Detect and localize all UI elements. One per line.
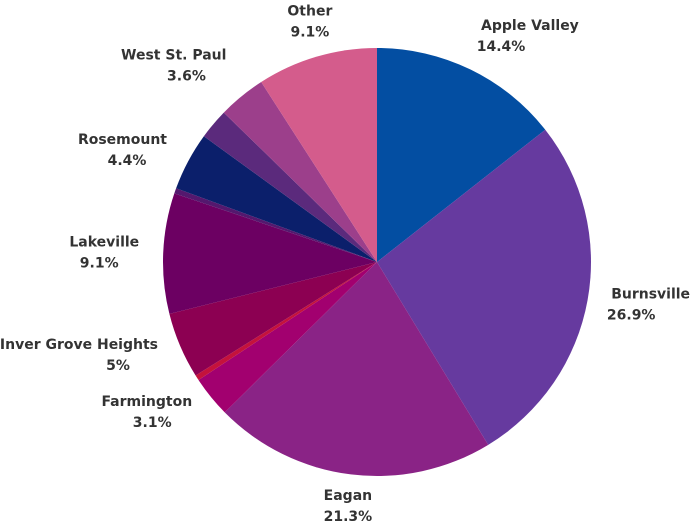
pie-slice bbox=[169, 262, 377, 376]
slice-value-label: 9.1% bbox=[80, 255, 119, 271]
slice-label: Other bbox=[287, 4, 332, 20]
slice-value-label: 21.3% bbox=[324, 509, 373, 525]
pie-slice bbox=[176, 136, 377, 262]
slice-label: Eagan bbox=[324, 488, 372, 504]
pie-slice bbox=[195, 262, 377, 381]
pie-slice bbox=[377, 48, 546, 262]
pie-slice bbox=[174, 188, 377, 262]
slice-value-label: 3.6% bbox=[167, 69, 206, 85]
slice-label: Inver Grove Heights bbox=[0, 337, 158, 353]
slice-label: Lakeville bbox=[69, 234, 139, 250]
slice-value-label: 14.4% bbox=[477, 39, 526, 55]
slice-label: West St. Paul bbox=[121, 48, 226, 64]
pie-slice bbox=[203, 112, 377, 263]
pie-slice bbox=[223, 82, 377, 262]
slice-value-label: 5% bbox=[106, 358, 130, 374]
slice-label: Burnsville bbox=[611, 286, 690, 302]
pie-slice bbox=[198, 262, 377, 413]
slice-label: Rosemount bbox=[78, 132, 167, 148]
slice-label: Farmington bbox=[101, 394, 192, 410]
slice-value-label: 3.1% bbox=[133, 415, 172, 431]
pie-slice bbox=[377, 129, 591, 445]
pie-slice bbox=[261, 48, 377, 262]
slice-value-label: 9.1% bbox=[290, 25, 329, 41]
slice-label: Apple Valley bbox=[481, 18, 579, 34]
pie-slice bbox=[224, 262, 489, 476]
pie-slice bbox=[163, 193, 377, 314]
slice-value-label: 26.9% bbox=[607, 307, 656, 323]
slice-value-label: 4.4% bbox=[108, 153, 147, 169]
